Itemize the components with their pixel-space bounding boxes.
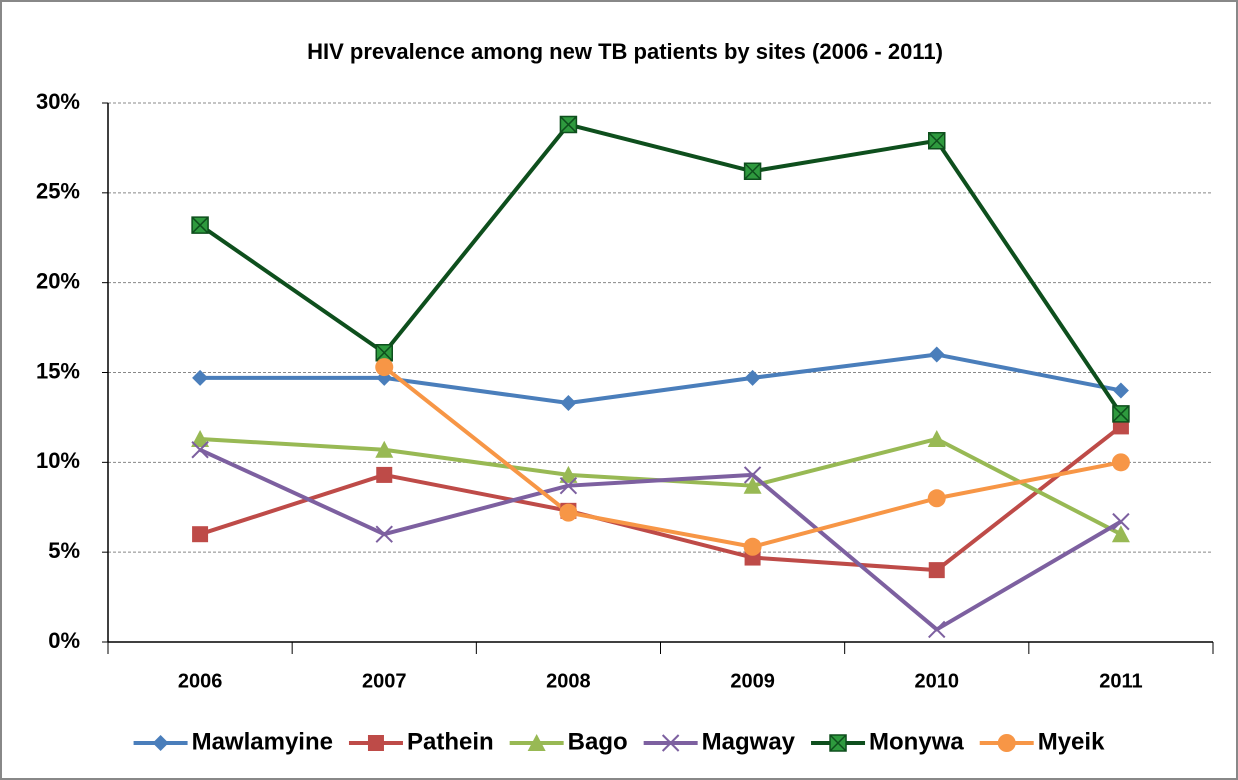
marker [375,343,393,362]
marker [191,429,210,447]
y-tick-label: 0% [48,628,80,653]
marker [152,735,169,751]
series-line [200,352,1122,406]
marker [997,734,1016,752]
marker [743,537,762,556]
marker [743,162,762,181]
marker [743,476,762,494]
marker [559,476,578,495]
marker [928,131,946,150]
chart-title: HIV prevalence among new TB patients by … [307,39,943,64]
legend-label: Magway [702,728,796,755]
marker [375,440,394,458]
marker [829,734,847,752]
marker [744,369,761,386]
marker [928,620,946,639]
x-tick-label: 2010 [915,670,960,692]
marker [192,526,209,543]
x-tick-label: 2008 [546,670,591,692]
marker [928,346,945,363]
marker [928,562,945,579]
marker [927,489,946,508]
x-tick-label: 2011 [1099,670,1142,692]
marker [1111,525,1130,543]
marker [367,735,384,751]
marker [191,441,209,459]
marker [375,525,393,543]
marker [376,466,393,483]
marker [192,369,209,386]
marker [1112,382,1129,399]
marker [743,466,762,484]
series-line [199,424,1123,573]
y-tick-label: 25% [36,179,80,204]
legend: Mawlamyine Pathein Bago Magway Monywa Myeik [133,728,1105,755]
marker [559,503,578,522]
marker [191,216,209,234]
marker [375,358,394,377]
marker [927,429,946,447]
marker [559,465,578,483]
marker [527,734,546,751]
marker [560,395,577,412]
y-tick-label: 5% [48,538,80,563]
series-line [199,447,1122,632]
legend-label: Pathein [407,728,494,755]
legend-label: Mawlamyine [192,728,333,755]
marker [1112,512,1130,531]
marker [559,115,578,134]
marker [661,734,680,752]
marker [1111,453,1130,472]
legend-label: Myeik [1038,728,1105,755]
legend-label: Bago [568,728,628,755]
marker [1112,405,1130,423]
y-tick-label: 30% [36,89,80,114]
x-tick-label: 2006 [178,670,223,692]
x-tick-label: 2007 [362,670,407,692]
x-tick-label: 2009 [730,670,775,692]
y-tick-label: 10% [36,448,80,473]
legend-label: Monywa [869,728,964,755]
y-tick-label: 15% [36,358,80,383]
series-line [198,122,1123,415]
y-tick-label: 20% [36,268,80,293]
